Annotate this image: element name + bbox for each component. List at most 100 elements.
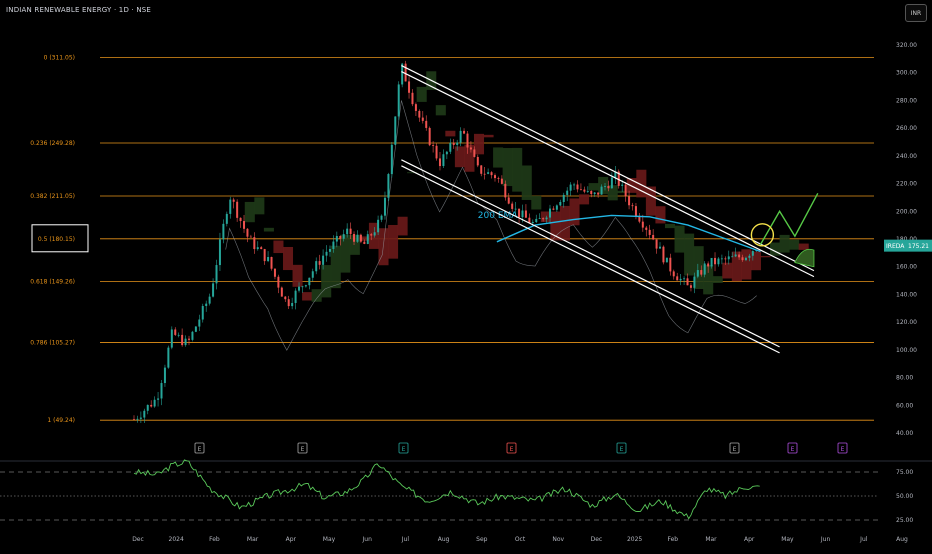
candle-body: [411, 92, 414, 105]
cloud-segment: [340, 234, 351, 273]
fib-highlight-box: [31, 224, 89, 253]
x-tick-label: Jun: [820, 536, 831, 543]
candle-body: [700, 270, 703, 275]
channel-lower-line: [401, 159, 780, 348]
cloud-segment: [684, 233, 695, 276]
cloud-segment: [454, 146, 465, 168]
cloud-segment: [693, 246, 704, 290]
event-marker: [616, 442, 627, 454]
candle-body: [717, 258, 720, 265]
candle-body: [573, 184, 576, 186]
candle-body: [724, 258, 727, 260]
candle-body: [339, 235, 342, 239]
candle-body: [669, 257, 672, 272]
cloud-segment: [368, 222, 379, 249]
candle-body: [689, 285, 692, 288]
candle-body: [325, 251, 328, 256]
candle-body: [184, 338, 187, 346]
cloud-span-line: [225, 100, 757, 351]
cloud-segment: [483, 134, 494, 138]
event-marker-label: E: [841, 446, 845, 453]
candle-body: [521, 210, 524, 218]
cloud-segment: [550, 211, 561, 241]
candle-body: [714, 257, 717, 265]
candle-body: [535, 218, 538, 223]
cloud-segment: [798, 243, 809, 250]
candle-body: [738, 254, 741, 258]
cloud-segment: [349, 234, 360, 255]
candle-body: [256, 247, 259, 250]
x-tick-label: Feb: [209, 536, 220, 543]
candle-body: [401, 63, 404, 85]
candle-body: [493, 175, 496, 179]
candle-body: [463, 130, 466, 134]
y-tick-label: 60.00: [896, 402, 913, 409]
candle-body: [163, 367, 166, 384]
candle-body: [146, 404, 149, 411]
x-tick-label: Jul: [859, 536, 868, 543]
x-tick-label: Mar: [247, 536, 259, 543]
candle-body: [153, 399, 156, 407]
candle-body: [634, 206, 637, 217]
x-tick-label: Feb: [667, 536, 678, 543]
candle-body: [545, 217, 548, 220]
candle-body: [511, 203, 514, 209]
candle-body: [459, 130, 462, 143]
candle-body: [353, 233, 356, 242]
cloud-segment: [779, 234, 790, 253]
candle-body: [273, 268, 276, 277]
cloud-segment: [407, 172, 418, 174]
candle-body: [318, 261, 321, 265]
cloud-segment: [569, 198, 580, 226]
candle-body: [655, 239, 658, 249]
candle-body: [208, 296, 211, 304]
candle-body: [315, 261, 318, 272]
candle-body: [160, 383, 163, 399]
candle-body: [686, 278, 689, 286]
candle-body: [518, 208, 521, 218]
candle-body: [408, 81, 411, 93]
ema-label: 200 EMA: [478, 211, 518, 221]
cloud-segment: [292, 264, 303, 287]
cloud-segment: [416, 86, 427, 102]
event-marker: [837, 442, 848, 454]
fib-level-label: 0.5 (180.15): [38, 236, 75, 243]
cloud-segment: [435, 105, 446, 116]
candle-body: [143, 410, 146, 418]
candle-body: [421, 117, 424, 121]
cloud-segment: [254, 197, 265, 215]
candle-body: [284, 296, 287, 300]
event-marker-label: E: [301, 446, 305, 453]
candle-body: [593, 192, 596, 195]
candle-body: [449, 142, 452, 152]
candle-body: [157, 398, 160, 400]
candle-body: [243, 221, 246, 229]
candle-body: [524, 210, 527, 218]
x-tick-label: Dec: [132, 536, 144, 543]
candle-body: [707, 263, 710, 267]
candle-body: [469, 147, 472, 150]
candle-body: [277, 276, 280, 288]
candle-body: [438, 158, 441, 167]
candle-body: [267, 257, 270, 262]
candle-body: [586, 190, 589, 192]
candle-body: [662, 246, 665, 263]
currency-button[interactable]: INR: [905, 4, 927, 22]
candle-body: [280, 287, 283, 297]
cloud-segment: [493, 147, 504, 168]
candle-body: [428, 127, 431, 146]
ema-200-line: [496, 214, 761, 253]
candle-body: [294, 290, 297, 303]
cloud-segment: [311, 289, 322, 302]
candle-body: [552, 208, 555, 210]
candle-body: [672, 271, 675, 277]
x-tick-label: Aug: [896, 536, 908, 543]
candle-body: [624, 184, 627, 197]
candle-body: [500, 178, 503, 184]
fib-level-label: 0.236 (249.28): [30, 140, 75, 147]
cloud-segment: [321, 265, 332, 298]
candle-body: [418, 110, 421, 118]
